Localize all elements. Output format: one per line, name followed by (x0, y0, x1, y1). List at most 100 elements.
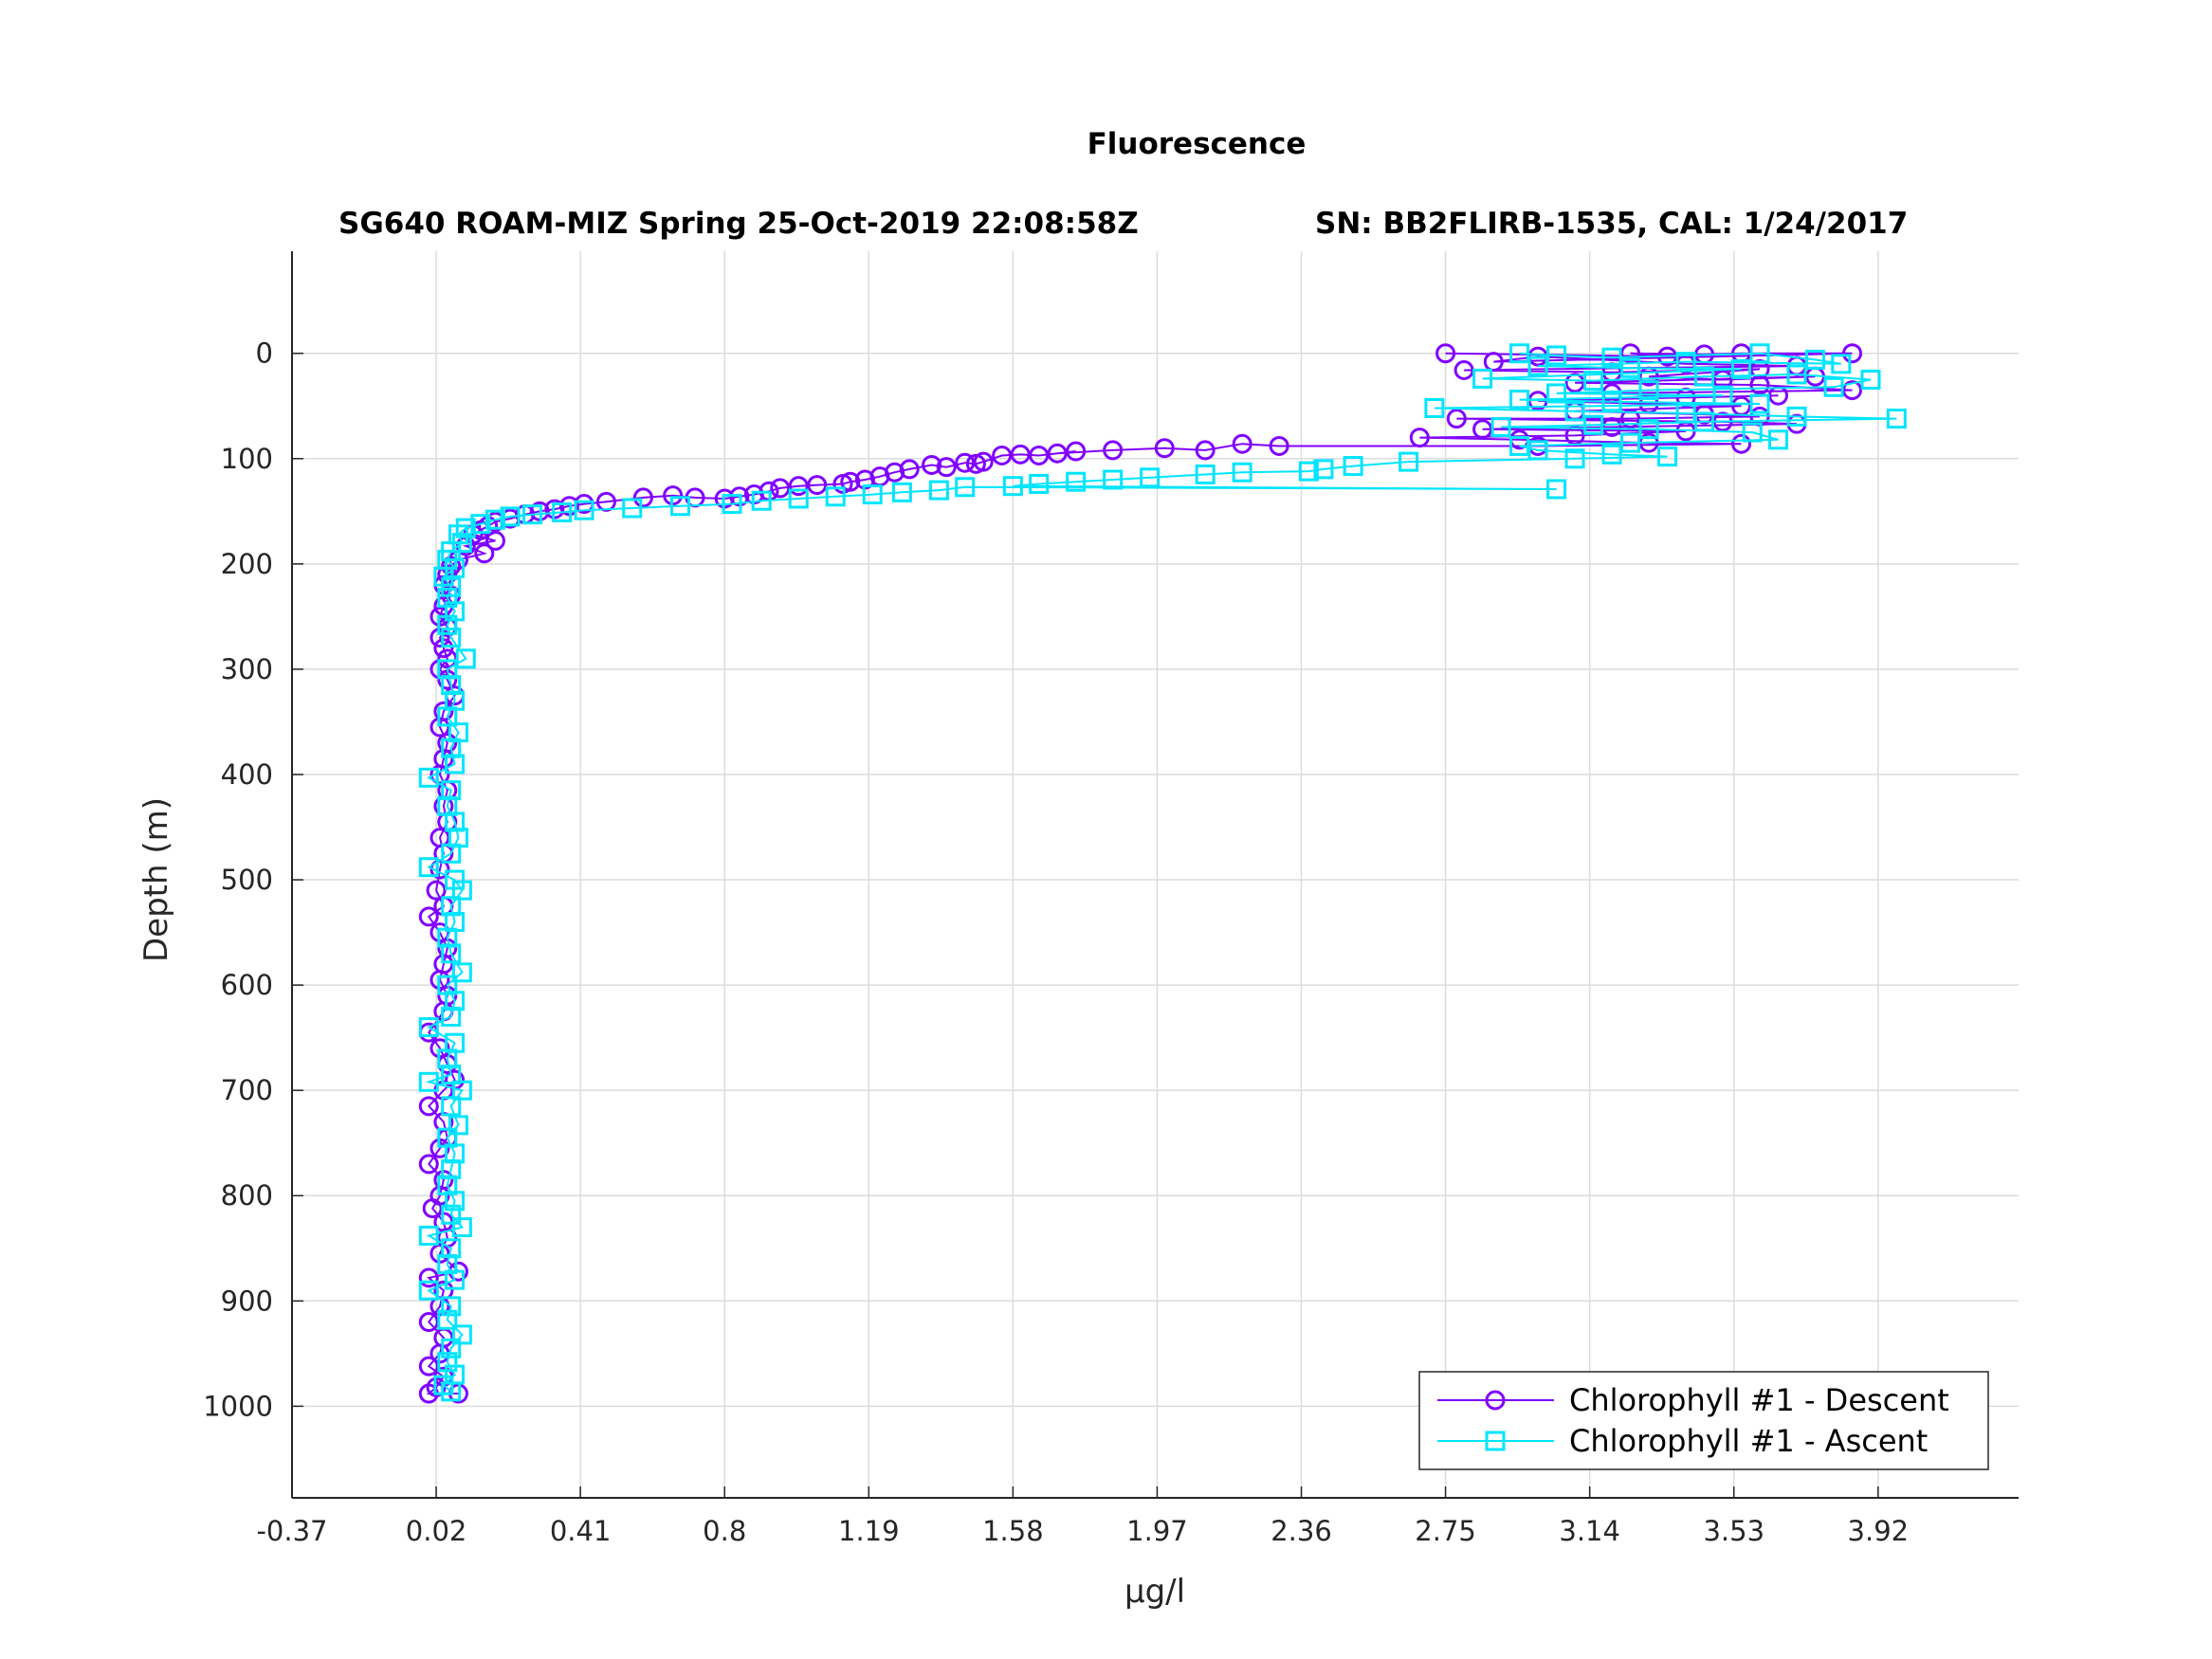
data-point-square (470, 514, 491, 535)
data-point-square (1601, 444, 1622, 465)
data-point-square (500, 506, 521, 527)
data-point-square (1527, 356, 1548, 376)
data-point-square (1886, 409, 1907, 429)
x-tick-label: 2.36 (1271, 1515, 1332, 1547)
data-point-square (1860, 369, 1881, 390)
data-point-circle (1029, 445, 1050, 465)
data-point-square (441, 943, 462, 964)
y-tick-label: 400 (221, 758, 273, 791)
data-point-square (441, 1065, 462, 1085)
data-point-square (441, 1006, 462, 1027)
legend-box (1418, 1371, 1989, 1470)
x-tick-label: 1.58 (982, 1515, 1044, 1547)
data-point-square (451, 962, 472, 983)
x-tick-label: 3.14 (1559, 1515, 1620, 1547)
data-point-circle (474, 543, 495, 564)
data-point-square (1472, 368, 1493, 389)
data-point-circle (1620, 409, 1641, 429)
y-tick-label: 500 (221, 864, 273, 896)
data-point-circle (788, 476, 809, 497)
data-point-square (1195, 464, 1216, 484)
data-point-square (1731, 358, 1752, 379)
data-point-circle (807, 475, 828, 496)
data-point-square (418, 1017, 439, 1038)
x-tick-label: 0.02 (406, 1515, 467, 1547)
data-point-square (825, 486, 846, 507)
data-point-circle (1483, 352, 1504, 373)
x-tick-label: 0.41 (550, 1515, 612, 1547)
x-tick-label: 1.97 (1126, 1515, 1188, 1547)
data-point-square (445, 1269, 466, 1290)
data-point-square (1546, 383, 1567, 404)
data-point-circle (1731, 433, 1752, 454)
data-point-circle (1749, 374, 1770, 395)
data-point-circle (936, 457, 957, 478)
data-point-square (1232, 462, 1252, 483)
data-point-square (1831, 354, 1852, 374)
data-point-square (437, 1309, 458, 1330)
data-point-square (437, 706, 458, 727)
data-point-square (788, 488, 809, 509)
data-point-square (1823, 376, 1844, 397)
data-point-square (451, 1080, 472, 1101)
data-point-square (1694, 366, 1715, 387)
data-point-square (1601, 392, 1622, 412)
series-ascent (418, 343, 1907, 1402)
data-point-square (418, 1280, 439, 1301)
data-point-square (862, 484, 883, 505)
data-point-circle (418, 1096, 439, 1117)
data-point-square (669, 496, 690, 517)
chart-title: Fluorescence (1088, 127, 1307, 161)
data-point-circle (1269, 435, 1289, 456)
data-point-square (1742, 422, 1763, 443)
x-tick-label: -0.37 (256, 1515, 327, 1547)
data-point-square (891, 482, 912, 502)
data-point-circle (418, 1267, 439, 1288)
data-point-square (1490, 416, 1511, 437)
y-tick-label: 300 (221, 653, 273, 685)
data-point-square (451, 1217, 472, 1238)
data-point-square (1140, 467, 1161, 488)
x-tick-label: 0.8 (703, 1515, 746, 1547)
legend-descent-marker (1485, 1390, 1506, 1411)
data-point-circle (418, 906, 439, 927)
y-tick-label: 200 (221, 548, 273, 580)
data-point-square (445, 1191, 466, 1212)
data-point-circle (595, 491, 616, 512)
legend-descent-label: Chlorophyll #1 - Descent (1569, 1382, 1949, 1418)
data-point-square (751, 490, 772, 511)
data-point-square (552, 501, 573, 522)
data-point-square (418, 767, 439, 788)
data-point-square (418, 857, 439, 878)
legend-ascent-marker (1485, 1431, 1506, 1451)
data-point-square (441, 1381, 462, 1402)
data-point-square (955, 477, 976, 498)
data-point-circle (1842, 343, 1863, 364)
series-layer (418, 343, 1907, 1404)
data-point-square (928, 480, 949, 501)
data-point-square (1675, 352, 1696, 373)
data-point-square (1749, 393, 1770, 414)
data-point-square (521, 504, 542, 525)
data-point-square (441, 843, 462, 864)
data-point-square (441, 1096, 462, 1117)
data-point-square (1509, 390, 1530, 410)
data-point-square (1638, 419, 1659, 440)
data-point-square (1546, 345, 1567, 366)
data-point-circle (1047, 443, 1068, 464)
data-point-square (1620, 357, 1641, 378)
data-point-circle (1010, 444, 1031, 465)
y-tick-label: 1000 (203, 1390, 273, 1422)
data-point-square (1564, 448, 1585, 469)
data-point-square (1066, 471, 1087, 492)
data-point-circle (922, 454, 942, 475)
y-tick-label: 0 (256, 337, 273, 370)
data-point-square (451, 880, 472, 901)
data-point-square (1786, 406, 1807, 427)
data-point-square (622, 498, 643, 519)
data-point-circle (632, 487, 653, 508)
data-point-square (1564, 401, 1585, 422)
data-point-square (1002, 476, 1023, 497)
y-tick-label: 800 (221, 1179, 273, 1212)
axes (291, 251, 2019, 1499)
